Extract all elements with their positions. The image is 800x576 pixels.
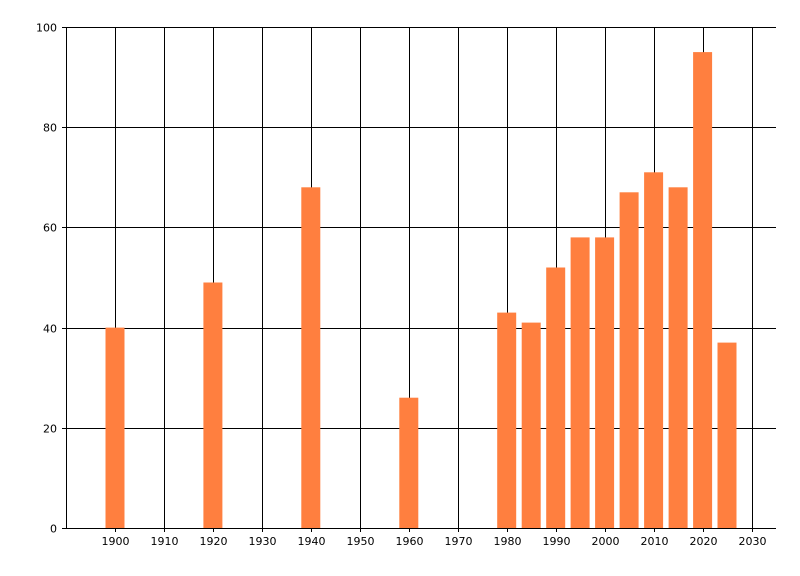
x-tick-label: 1920 bbox=[200, 535, 228, 548]
bar bbox=[717, 342, 737, 528]
axes bbox=[66, 27, 776, 529]
bar bbox=[105, 327, 125, 528]
bar bbox=[521, 322, 541, 528]
x-tick-label: 2030 bbox=[739, 535, 767, 548]
y-tick-label: 80 bbox=[43, 122, 57, 135]
bar bbox=[546, 267, 566, 528]
bar bbox=[497, 312, 517, 528]
bar bbox=[301, 187, 321, 529]
x-tick-label: 1960 bbox=[396, 535, 424, 548]
bar bbox=[203, 282, 223, 528]
x-tick-label: 2000 bbox=[592, 535, 620, 548]
bar bbox=[644, 172, 664, 529]
bar bbox=[570, 237, 590, 528]
tick-labels: 1900 1910 1920 1930 1940 1950 1960 1970 1980 1990… bbox=[36, 22, 767, 549]
y-tick-label: 40 bbox=[43, 323, 57, 336]
x-tick-label: 2020 bbox=[690, 535, 718, 548]
x-tick-label: 1970 bbox=[445, 535, 473, 548]
x-tick-label: 1910 bbox=[151, 535, 179, 548]
bars bbox=[105, 52, 737, 529]
x-tick-label: 1940 bbox=[298, 535, 326, 548]
x-tick-label: 1980 bbox=[494, 535, 522, 548]
bar bbox=[399, 397, 419, 528]
x-tick-label: 1950 bbox=[347, 535, 375, 548]
x-tick-label: 1930 bbox=[249, 535, 277, 548]
y-tick-label: 60 bbox=[43, 222, 57, 235]
bar bbox=[595, 237, 615, 528]
bar bbox=[668, 187, 688, 529]
bar bbox=[693, 52, 713, 528]
y-tick-label: 0 bbox=[50, 523, 57, 536]
bar bbox=[619, 192, 639, 529]
x-tick-label: 1990 bbox=[543, 535, 571, 548]
y-tick-label: 100 bbox=[36, 22, 57, 35]
x-tick-label: 1900 bbox=[102, 535, 130, 548]
x-tick-label: 2010 bbox=[641, 535, 669, 548]
y-tick-label: 20 bbox=[43, 423, 57, 436]
